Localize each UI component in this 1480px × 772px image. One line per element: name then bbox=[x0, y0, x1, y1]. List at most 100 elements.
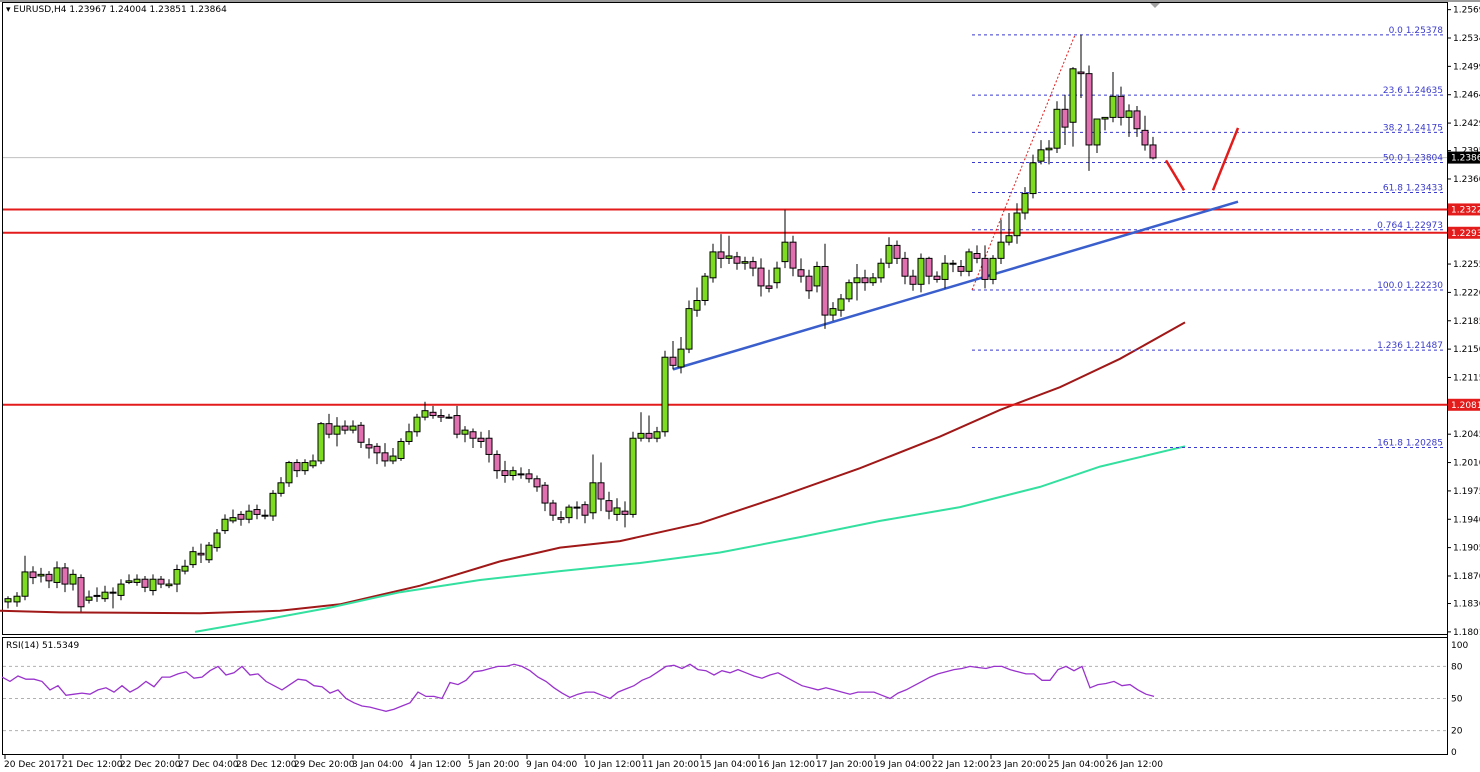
time-tick-label: 26 Jan 12:00 bbox=[1106, 760, 1163, 770]
bull-candle bbox=[869, 277, 877, 284]
bull-candle bbox=[397, 440, 405, 459]
chart-shift-marker-icon[interactable] bbox=[1150, 3, 1160, 8]
bull-candle bbox=[1037, 149, 1045, 162]
bear-candle bbox=[765, 285, 773, 289]
price-axis[interactable]: 1.256901.253401.249901.246401.242901.239… bbox=[1447, 2, 1480, 755]
price-tick-label: 1.18700 bbox=[1453, 572, 1480, 582]
price-tick-label: 1.18360 bbox=[1453, 600, 1480, 610]
bear-candle bbox=[253, 509, 261, 515]
bull-candle bbox=[1093, 118, 1101, 146]
price-tick-label: 1.21150 bbox=[1453, 373, 1480, 383]
bear-candle bbox=[77, 577, 85, 608]
price-tick-label: 1.19400 bbox=[1453, 515, 1480, 525]
bull-candle bbox=[317, 423, 325, 462]
bull-candle bbox=[693, 300, 701, 311]
bull-candle bbox=[1069, 68, 1077, 123]
bull-candle bbox=[885, 244, 893, 264]
bull-candle bbox=[421, 410, 429, 418]
symbol-ohlc: EURUSD,H4 1.23967 1.24004 1.23851 1.2386… bbox=[13, 5, 227, 15]
fib-level-label: 0.764 1.22973 bbox=[1377, 221, 1443, 231]
bull-candle bbox=[117, 583, 125, 596]
bear-candle bbox=[1141, 129, 1149, 146]
support-resistance-lines[interactable] bbox=[3, 157, 1447, 406]
bull-candle bbox=[229, 517, 237, 522]
rsi-label: RSI(14) 51.5349 bbox=[6, 641, 80, 651]
bull-candle bbox=[573, 506, 581, 509]
fibonacci-retracement[interactable]: 0.0 1.25378 23.6 1.24635 38.2 1.24175 50.0 … bbox=[971, 26, 1445, 449]
current-price-label: 1.23864 bbox=[1451, 154, 1480, 164]
bear-candle bbox=[557, 517, 565, 520]
bull-candle bbox=[205, 544, 213, 561]
rsi-level-label: 20 bbox=[1451, 727, 1463, 737]
bull-candle bbox=[517, 473, 525, 476]
bear-candle bbox=[757, 267, 765, 287]
bear-candle bbox=[541, 484, 549, 504]
bear-candle bbox=[797, 269, 805, 277]
time-tick-label: 19 Jan 04:00 bbox=[874, 760, 931, 770]
trendline[interactable] bbox=[672, 200, 1239, 371]
price-tick-label: 1.20100 bbox=[1453, 459, 1480, 469]
bull-candle bbox=[13, 595, 21, 603]
bull-candle bbox=[165, 583, 173, 587]
fib-level-label: 50.0 1.23804 bbox=[1383, 153, 1443, 163]
price-tick-label: 1.25340 bbox=[1453, 34, 1480, 44]
bull-candle bbox=[661, 356, 669, 433]
bull-candle bbox=[709, 251, 717, 279]
fib-level-label: 61.8 1.23433 bbox=[1383, 184, 1443, 194]
bear-candle bbox=[237, 513, 245, 520]
bear-candle bbox=[805, 275, 813, 292]
ascending-trendline[interactable] bbox=[672, 200, 1239, 371]
bear-candle bbox=[157, 578, 165, 585]
bear-candle bbox=[1077, 71, 1085, 75]
bull-candle bbox=[301, 462, 309, 472]
bull-candle bbox=[181, 565, 189, 572]
time-tick-label: 22 Dec 20:00 bbox=[120, 760, 181, 770]
rsi-level-label: 80 bbox=[1451, 662, 1463, 672]
bull-candle bbox=[989, 257, 997, 280]
bull-candle bbox=[213, 532, 221, 549]
bull-candle bbox=[85, 596, 93, 601]
bear-candle bbox=[477, 437, 485, 442]
bull-candle bbox=[173, 568, 181, 585]
price-tick-label: 1.21500 bbox=[1453, 345, 1480, 355]
fib-level-label: 161.8 1.20285 bbox=[1377, 439, 1443, 449]
collapse-triangle-icon[interactable]: ▾ bbox=[6, 5, 11, 15]
chart-title: ▾ EURUSD,H4 1.23967 1.24004 1.23851 1.23… bbox=[6, 5, 227, 15]
bear-candle bbox=[485, 437, 493, 455]
bull-candle bbox=[741, 261, 749, 264]
bull-candle bbox=[1053, 108, 1061, 149]
bear-candle bbox=[925, 257, 933, 277]
fib-level-label: 100.0 1.22230 bbox=[1377, 281, 1443, 291]
bear-candle bbox=[789, 241, 797, 269]
bull-candle bbox=[629, 437, 637, 515]
rsi-level-label: 100 bbox=[1451, 641, 1468, 651]
bull-candle bbox=[333, 425, 341, 435]
bull-candle bbox=[941, 262, 949, 280]
bear-candle bbox=[533, 478, 541, 488]
price-level-marker-label: 1.23224 bbox=[1451, 205, 1480, 215]
price-level-marker bbox=[1448, 226, 1480, 239]
bull-candle bbox=[109, 591, 117, 594]
bear-candle bbox=[909, 275, 917, 285]
time-tick-label: 11 Jan 20:00 bbox=[642, 760, 699, 770]
bear-candle bbox=[549, 502, 557, 516]
bear-candle bbox=[1117, 95, 1125, 118]
bull-candle bbox=[389, 455, 397, 462]
fib-level-label: 23.6 1.24635 bbox=[1383, 86, 1443, 96]
price-tick-label: 1.22550 bbox=[1453, 260, 1480, 270]
time-tick-label: 27 Dec 04:00 bbox=[178, 760, 239, 770]
moving-averages bbox=[0, 321, 1186, 633]
time-tick-label: 9 Jan 04:00 bbox=[526, 760, 578, 770]
projection-arrows bbox=[1164, 127, 1240, 191]
bear-candle bbox=[29, 571, 37, 579]
bear-candle bbox=[341, 425, 349, 431]
bear-candle bbox=[373, 445, 381, 454]
bull-candle bbox=[125, 580, 133, 583]
bull-candle bbox=[1045, 147, 1053, 151]
bull-candle bbox=[101, 591, 109, 600]
bull-candle bbox=[461, 429, 469, 435]
bull-candle bbox=[613, 507, 621, 515]
